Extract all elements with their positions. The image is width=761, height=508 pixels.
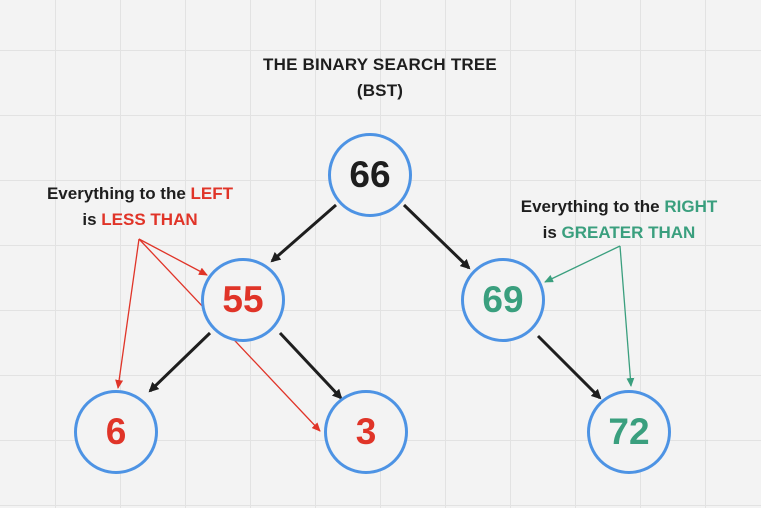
node-root: 66	[328, 133, 412, 217]
node-left-left: 6	[74, 390, 158, 474]
node-left-right: 3	[324, 390, 408, 474]
left-note-is: is	[82, 210, 102, 229]
right-note-line-2: is GREATER THAN	[494, 220, 744, 246]
node-left: 55	[201, 258, 285, 342]
left-note-line-1: Everything to the LEFT	[20, 181, 260, 207]
edge-66-55	[270, 203, 337, 263]
greater-pointer-69	[544, 245, 621, 283]
greater-pointer-72	[619, 245, 635, 387]
less-pointer-55	[138, 238, 208, 276]
node-right: 69	[461, 258, 545, 342]
left-note: Everything to the LEFT is LESS THAN	[20, 181, 260, 233]
diagram-title: THE BINARY SEARCH TREE	[263, 55, 497, 74]
edge-69-72	[536, 334, 602, 400]
node-right-right: 72	[587, 390, 671, 474]
edge-66-69	[402, 203, 471, 270]
left-note-prefix: Everything to the	[46, 184, 191, 203]
less-than-keyword: LESS THAN	[101, 210, 198, 229]
edge-55-3	[278, 331, 343, 400]
right-note-is: is	[542, 223, 562, 242]
less-pointer-6	[115, 238, 140, 389]
left-keyword: LEFT	[190, 184, 234, 203]
right-keyword: RIGHT	[664, 197, 718, 216]
greater-than-keyword: GREATER THAN	[561, 223, 696, 242]
right-note-prefix: Everything to the	[520, 197, 665, 216]
edge-55-6	[148, 331, 212, 393]
left-note-line-2: is LESS THAN	[20, 207, 260, 233]
right-note: Everything to the RIGHT is GREATER THAN	[494, 194, 744, 246]
right-note-line-1: Everything to the RIGHT	[494, 194, 744, 220]
diagram-subtitle: (BST)	[356, 81, 404, 100]
